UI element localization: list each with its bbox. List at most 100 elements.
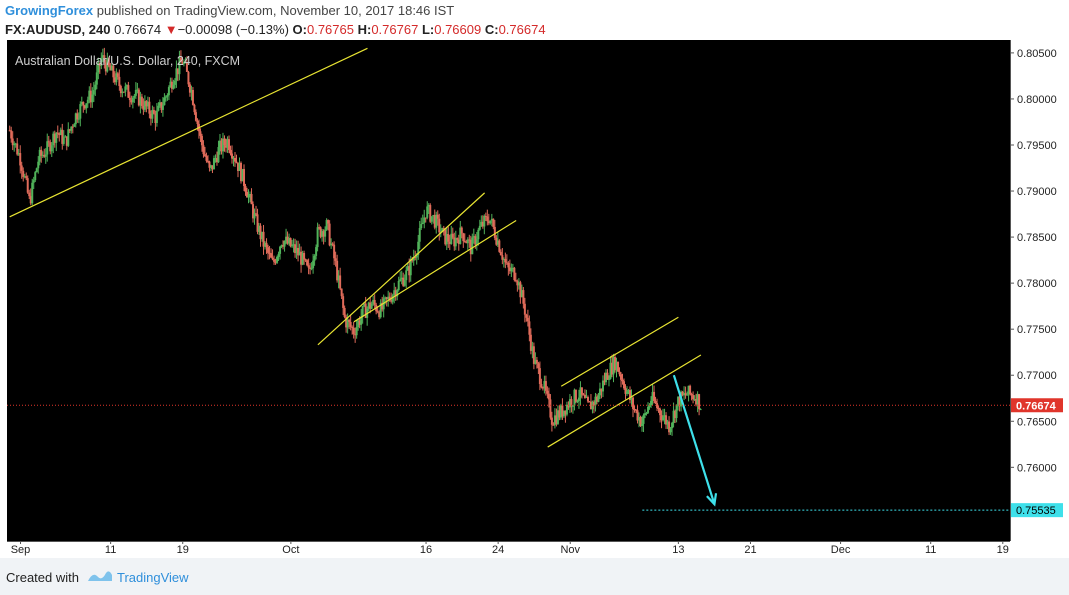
high-value: 0.76767 bbox=[371, 22, 419, 37]
candle-body bbox=[164, 96, 167, 98]
price-tick-label: 0.78500 bbox=[1017, 232, 1057, 244]
candle-body bbox=[41, 154, 44, 156]
author-name[interactable]: GrowingForex bbox=[5, 3, 94, 18]
candle-body bbox=[451, 233, 454, 238]
candle-body bbox=[157, 105, 160, 111]
candle-body bbox=[562, 410, 565, 417]
candle-body bbox=[459, 227, 462, 244]
time-tick-label: Oct bbox=[282, 544, 299, 556]
candle-body bbox=[427, 205, 430, 207]
candle-body bbox=[379, 302, 382, 318]
trend-line bbox=[317, 192, 486, 346]
candle-body bbox=[143, 101, 146, 110]
candle-body bbox=[663, 415, 666, 418]
candle-body bbox=[226, 139, 229, 148]
candle-body bbox=[681, 391, 684, 396]
candle-body bbox=[483, 215, 486, 227]
candle-body bbox=[522, 290, 525, 304]
candle-body bbox=[378, 312, 381, 318]
chart-area[interactable]: 0.76674 0.75535 0.80500 0.80000 0.79500 0.79… bbox=[0, 40, 1069, 558]
candle-body bbox=[492, 218, 495, 227]
tradingview-brand[interactable]: TradingView bbox=[117, 570, 189, 585]
candle-body bbox=[656, 403, 659, 408]
candle-body bbox=[397, 281, 400, 291]
candle-body bbox=[83, 105, 86, 109]
price-change: −0.00098 (−0.13%) bbox=[177, 22, 289, 37]
candle-body bbox=[645, 412, 648, 414]
candle-body bbox=[457, 239, 460, 244]
candle-body bbox=[354, 334, 357, 336]
candle-body bbox=[336, 260, 339, 281]
candle-body bbox=[49, 142, 52, 152]
candle-body bbox=[312, 260, 315, 269]
candle-body bbox=[169, 81, 172, 88]
candle-body bbox=[106, 58, 109, 72]
candle-body bbox=[188, 84, 191, 93]
candle-body bbox=[692, 395, 695, 400]
candle-body bbox=[328, 223, 331, 246]
candle-body bbox=[258, 225, 261, 232]
candle-body bbox=[37, 161, 40, 169]
candle-body bbox=[442, 227, 445, 230]
candle-body bbox=[355, 327, 358, 336]
projection-arrow-head-icon bbox=[706, 493, 718, 507]
price-tick-label: 0.79000 bbox=[1017, 186, 1057, 198]
candle-body bbox=[154, 113, 157, 123]
candle-body bbox=[547, 393, 550, 400]
tradingview-logo-icon[interactable] bbox=[87, 569, 113, 583]
candle-body bbox=[629, 390, 632, 401]
close-value: 0.76674 bbox=[498, 22, 546, 37]
candle-body bbox=[647, 406, 650, 413]
price-axis-panel[interactable] bbox=[1010, 40, 1069, 541]
levels-layer: 0.76674 0.75535 bbox=[7, 398, 1063, 518]
time-axis-panel[interactable] bbox=[7, 541, 1010, 558]
candle-body bbox=[450, 233, 453, 244]
candle-body bbox=[430, 216, 433, 222]
candle-body bbox=[675, 404, 678, 419]
candle-body bbox=[687, 385, 690, 395]
candle-body bbox=[119, 86, 122, 94]
candle-body bbox=[399, 279, 402, 282]
candle-body bbox=[14, 143, 17, 145]
candle-body bbox=[357, 320, 360, 328]
candle-body bbox=[280, 245, 283, 247]
candle-body bbox=[435, 214, 438, 228]
candle-body bbox=[369, 302, 372, 309]
candle-body bbox=[544, 381, 547, 391]
candle-body bbox=[103, 55, 106, 63]
candle-body bbox=[565, 404, 568, 415]
candle-body bbox=[113, 77, 116, 83]
symbol-label[interactable]: FX:AUDUSD, 240 bbox=[5, 22, 111, 37]
candle-body bbox=[295, 247, 298, 253]
candle-body bbox=[622, 381, 625, 389]
candle-body bbox=[426, 206, 429, 218]
candle-body bbox=[540, 384, 543, 388]
candle-body bbox=[196, 120, 199, 124]
candle-body bbox=[607, 378, 610, 380]
candle-body bbox=[91, 94, 94, 103]
candle-body bbox=[134, 89, 137, 96]
candle-body bbox=[166, 95, 169, 97]
candle-body bbox=[256, 214, 259, 232]
candle-body bbox=[316, 227, 319, 248]
candle-body bbox=[223, 138, 226, 146]
candle-body bbox=[172, 84, 175, 89]
candle-body bbox=[412, 256, 415, 261]
candle-body bbox=[152, 109, 155, 114]
price-chart[interactable]: 0.76674 0.75535 0.80500 0.80000 0.79500 0.79… bbox=[0, 40, 1069, 558]
candle-body bbox=[220, 140, 223, 152]
candle-body bbox=[538, 368, 541, 385]
candle-body bbox=[499, 251, 502, 256]
candle-body bbox=[532, 346, 535, 364]
candle-body bbox=[244, 185, 247, 192]
candle-body bbox=[510, 268, 513, 272]
candle-body bbox=[259, 225, 262, 240]
candle-body bbox=[588, 401, 591, 403]
close-label: C: bbox=[484, 22, 499, 37]
candle-body bbox=[615, 361, 618, 371]
candle-body bbox=[121, 91, 124, 94]
candle-body bbox=[414, 256, 417, 258]
candle-body bbox=[100, 57, 103, 66]
candle-body bbox=[513, 267, 516, 281]
projection-arrow-line bbox=[672, 374, 716, 505]
